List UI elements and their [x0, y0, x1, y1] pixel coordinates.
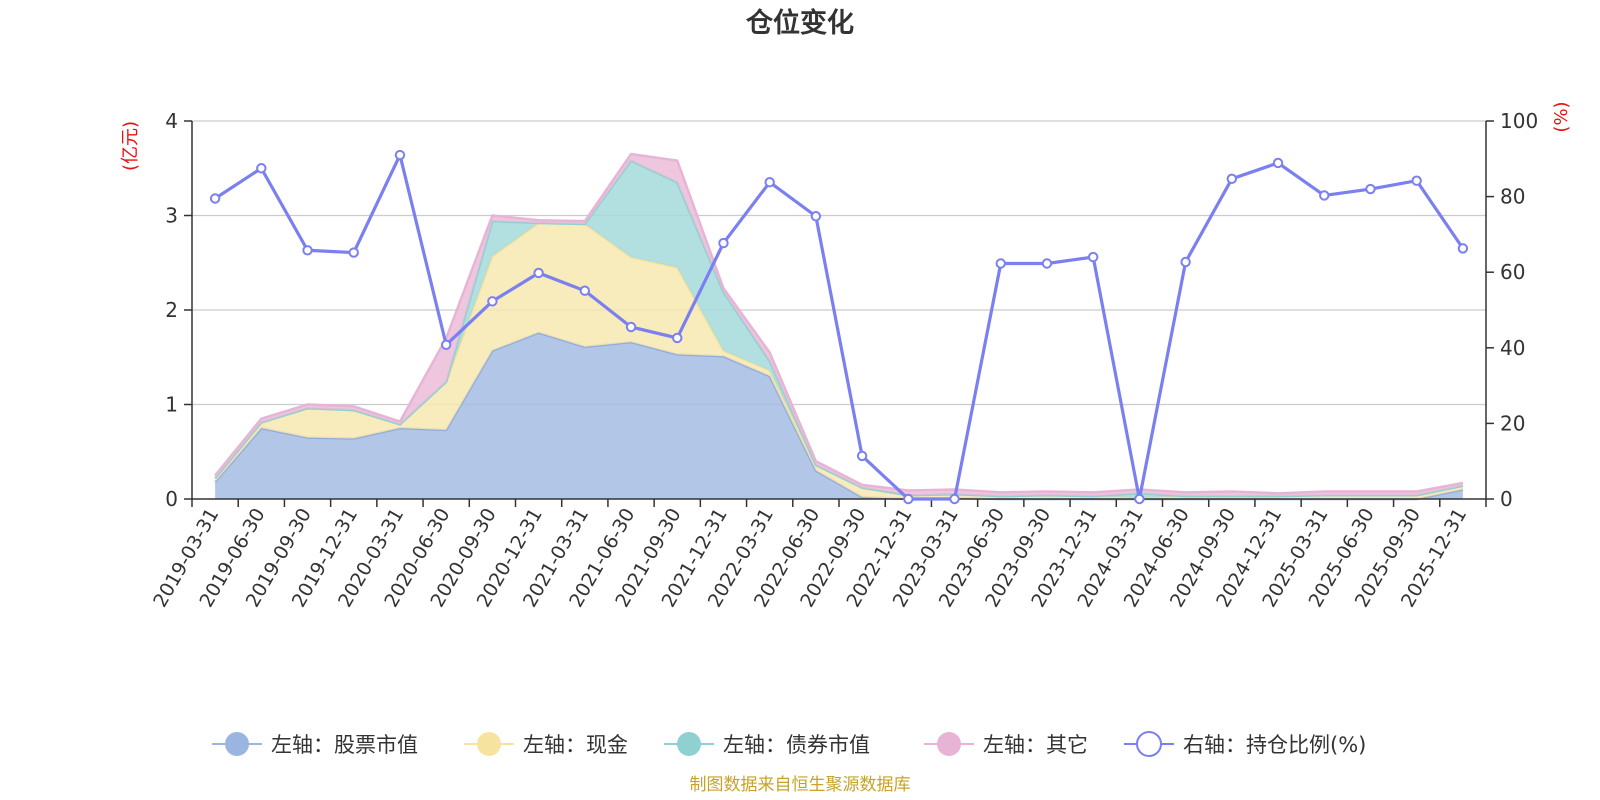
data-source-note: 制图数据来自恒生聚源数据库	[690, 775, 911, 795]
line-point	[1087, 251, 1099, 263]
line-point	[1180, 256, 1191, 268]
line-point	[995, 258, 1006, 269]
line-point	[625, 321, 637, 333]
line-point	[394, 149, 406, 161]
legend-label: 右轴：持仓比例(%)	[1183, 733, 1366, 757]
area-series-2	[215, 223, 1463, 499]
line-point	[1041, 258, 1053, 269]
right-axis-tick-label: 40	[1500, 336, 1525, 360]
line-layer	[209, 149, 1469, 505]
legend-item[interactable]: 左轴：股票市值	[212, 732, 418, 757]
right-axis-tick-label: 100	[1500, 109, 1538, 133]
line-point	[903, 493, 914, 505]
legend-marker-icon	[677, 732, 701, 756]
line-series-holding-ratio	[214, 150, 1465, 501]
left-axis-tick-label: 1	[165, 393, 178, 417]
legend-marker-icon	[937, 732, 961, 756]
legend-label: 左轴：债券市值	[723, 733, 870, 757]
chart-title: 仓位变化	[745, 7, 854, 39]
legend-item[interactable]: 左轴：其它	[924, 732, 1088, 757]
line-point	[209, 193, 221, 204]
line-point	[718, 237, 729, 249]
line-point	[1365, 183, 1376, 195]
line-point	[856, 450, 868, 462]
area-series-edge-4	[214, 152, 1464, 495]
axis-layer: 01234020406080100(亿元)(%)2019-03-312019-0…	[120, 101, 1572, 611]
left-axis-tick-label: 3	[165, 204, 178, 228]
left-axis-tick-label: 0	[165, 487, 178, 511]
line-point	[487, 296, 498, 307]
area-layer	[214, 152, 1464, 501]
line-point	[1457, 243, 1469, 254]
legend-item[interactable]: 左轴：债券市值	[664, 732, 870, 757]
grid-layer	[192, 120, 1486, 406]
legend-label: 左轴：其它	[983, 733, 1088, 757]
line-point	[256, 163, 267, 174]
line-point	[810, 211, 822, 222]
line-point	[1319, 190, 1330, 201]
legend[interactable]: 左轴：股票市值 左轴：现金 左轴：债券市值 左轴：其它 右轴：持仓比例(%)	[212, 731, 1366, 757]
legend-item[interactable]: 左轴：现金	[464, 732, 628, 757]
legend-marker-icon	[1136, 731, 1162, 757]
line-point	[440, 339, 452, 350]
right-axis-tick-label: 0	[1500, 487, 1513, 511]
line-point	[949, 493, 960, 505]
line-point	[1411, 175, 1422, 186]
line-point	[302, 245, 313, 256]
legend-item[interactable]: 右轴：持仓比例(%)	[1124, 731, 1366, 757]
line-point	[672, 332, 683, 344]
right-axis-tick-label: 20	[1500, 411, 1525, 435]
right-axis-tick-label: 60	[1500, 260, 1525, 284]
line-point	[1134, 493, 1145, 505]
line-point	[348, 247, 359, 258]
line-point	[1226, 173, 1238, 185]
area-series-1	[215, 332, 1463, 499]
left-axis-tick-label: 4	[165, 109, 178, 133]
left-axis-tick-label: 2	[165, 298, 178, 322]
left-axis-unit: (亿元)	[120, 121, 141, 171]
right-axis-tick-label: 80	[1500, 185, 1525, 209]
legend-label: 左轴：股票市值	[271, 733, 418, 757]
line-point	[764, 177, 775, 188]
legend-label: 左轴：现金	[523, 733, 628, 757]
legend-marker-icon	[225, 732, 249, 756]
line-point	[1272, 157, 1284, 169]
line-point	[533, 267, 544, 279]
line-point	[579, 285, 591, 296]
legend-marker-icon	[477, 732, 501, 756]
right-axis-unit: (%)	[1551, 101, 1572, 132]
